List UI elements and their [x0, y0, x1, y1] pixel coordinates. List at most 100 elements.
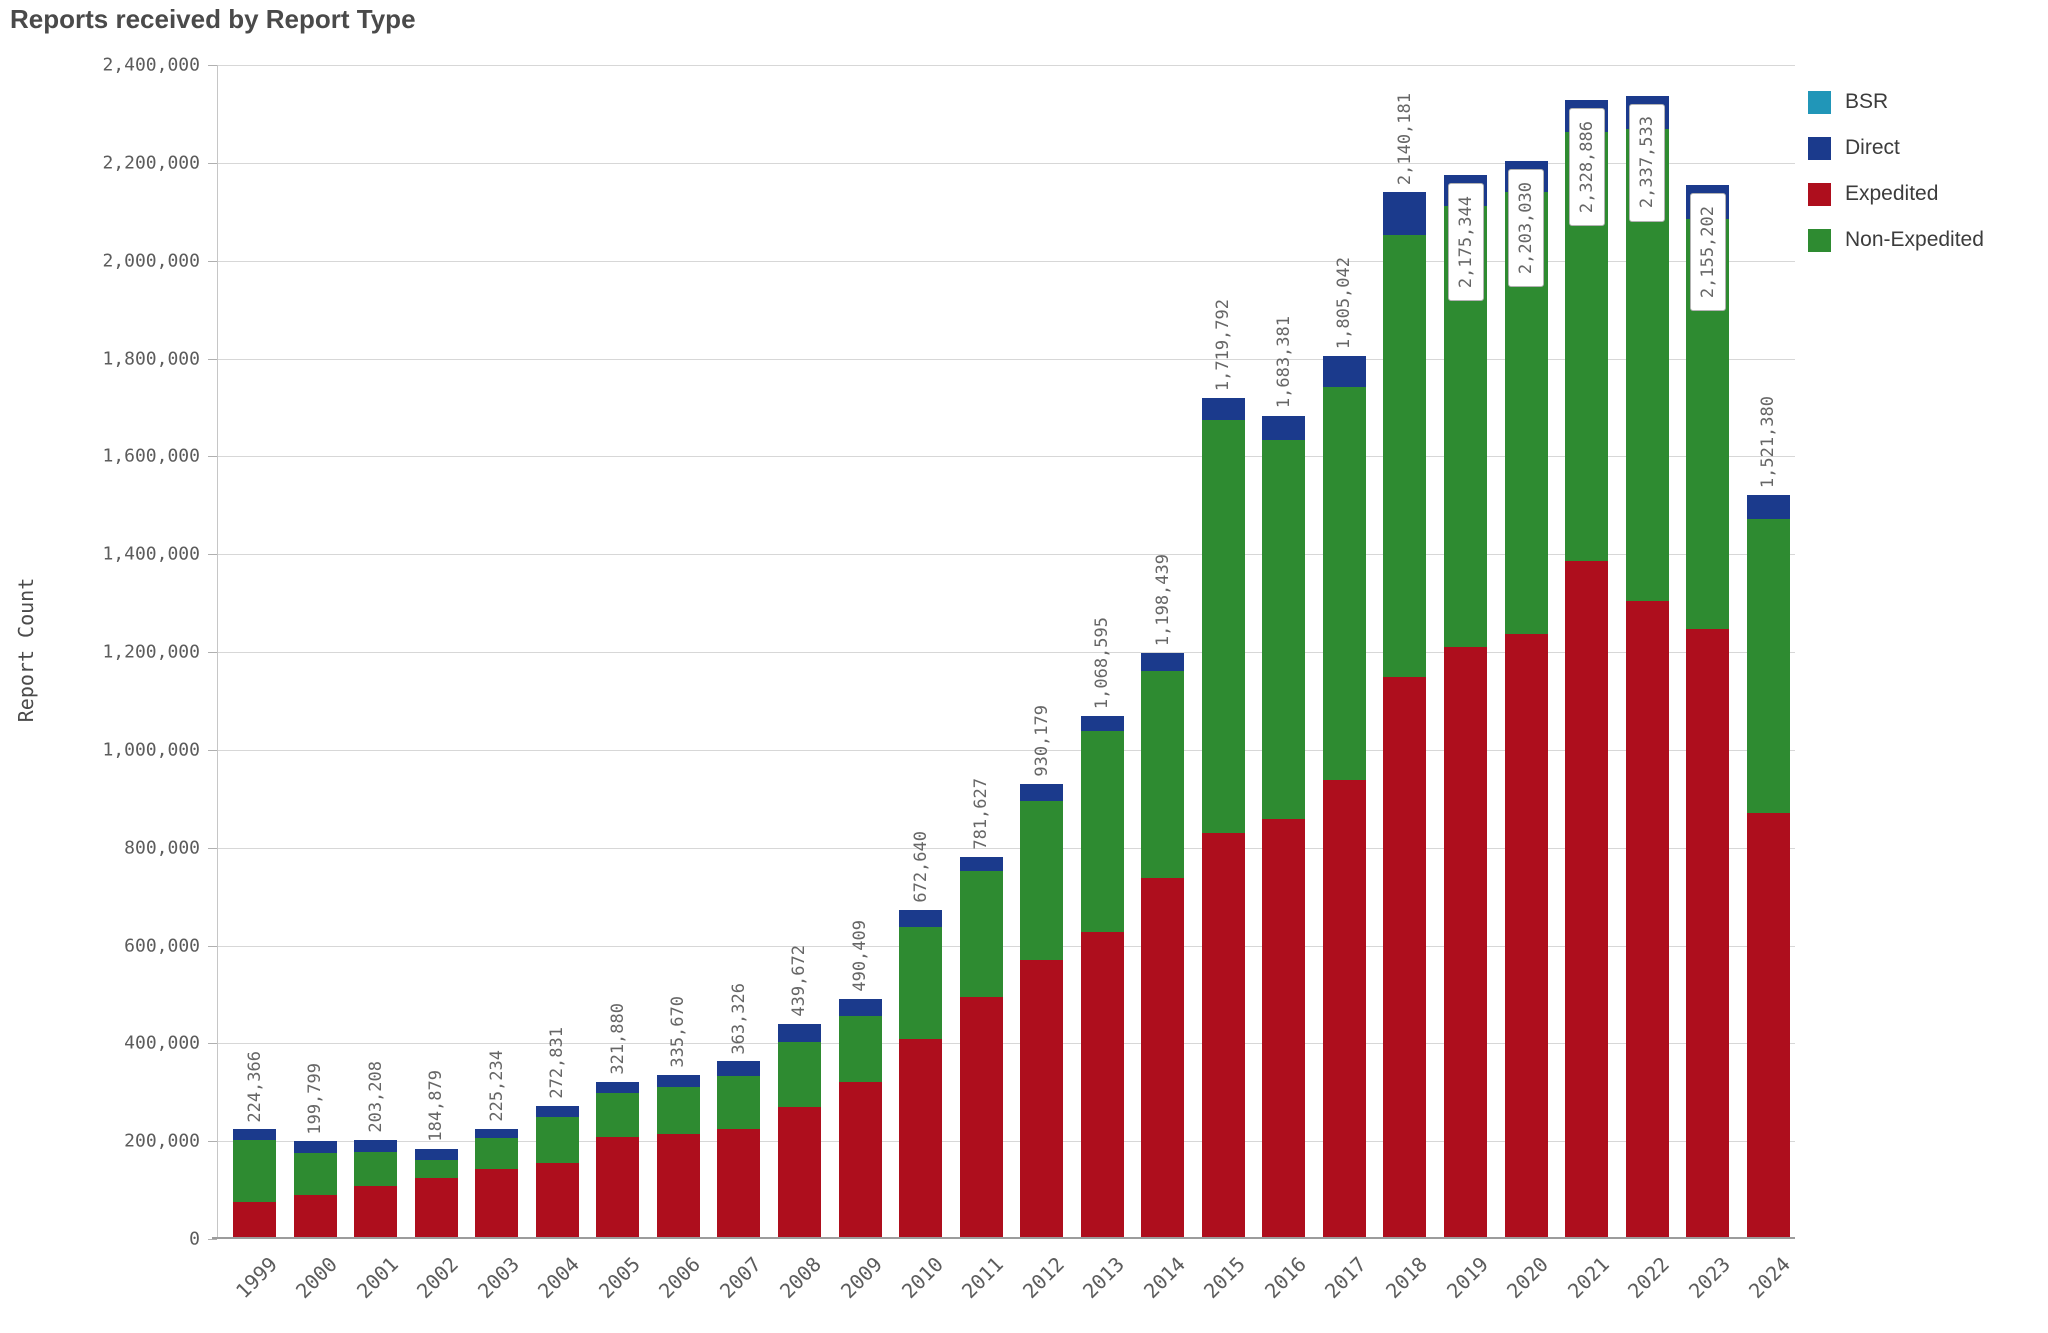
- bar-2014[interactable]: [1141, 652, 1185, 1239]
- bar-segment-non-expedited-2018[interactable]: [1383, 235, 1427, 677]
- bar-segment-expedited-2002[interactable]: [414, 1178, 458, 1239]
- legend-item-expedited[interactable]: Expedited: [1808, 182, 1984, 206]
- bar-segment-expedited-2010[interactable]: [899, 1039, 943, 1239]
- bar-segment-expedited-1999[interactable]: [233, 1202, 276, 1239]
- bar-segment-expedited-2022[interactable]: [1625, 600, 1669, 1239]
- bar-segment-direct-2002[interactable]: [414, 1148, 458, 1160]
- bar-2013[interactable]: [1080, 716, 1124, 1239]
- bar-segment-direct-2018[interactable]: [1383, 192, 1427, 236]
- bar-segment-non-expedited-2009[interactable]: [838, 1015, 882, 1082]
- bar-segment-expedited-2012[interactable]: [1020, 959, 1064, 1239]
- bar-segment-expedited-2014[interactable]: [1141, 878, 1185, 1239]
- bar-segment-expedited-2024[interactable]: [1746, 813, 1790, 1239]
- bar-segment-direct-2012[interactable]: [1020, 784, 1064, 801]
- bar-segment-direct-2024[interactable]: [1746, 494, 1790, 520]
- bar-segment-non-expedited-2000[interactable]: [293, 1153, 337, 1195]
- bar-2010[interactable]: [899, 909, 943, 1239]
- bar-segment-direct-2010[interactable]: [899, 909, 943, 927]
- legend-label: Expedited: [1845, 182, 1939, 205]
- bar-2020[interactable]: [1504, 161, 1548, 1239]
- bar-segment-non-expedited-2010[interactable]: [899, 926, 943, 1040]
- bar-segment-expedited-2000[interactable]: [293, 1194, 337, 1239]
- bar-2009[interactable]: [838, 999, 882, 1239]
- bar-segment-expedited-2005[interactable]: [596, 1137, 640, 1239]
- bar-segment-expedited-2004[interactable]: [535, 1162, 579, 1239]
- bar-segment-non-expedited-2003[interactable]: [475, 1138, 519, 1170]
- bar-2003[interactable]: [475, 1128, 519, 1239]
- bar-segment-non-expedited-2016[interactable]: [1262, 440, 1306, 819]
- bar-segment-direct-2003[interactable]: [475, 1128, 519, 1139]
- bar-segment-direct-2008[interactable]: [777, 1023, 821, 1043]
- bar-2023[interactable]: [1686, 184, 1730, 1239]
- bar-segment-non-expedited-2015[interactable]: [1201, 419, 1245, 833]
- bar-segment-direct-2009[interactable]: [838, 999, 882, 1016]
- bar-segment-expedited-2003[interactable]: [475, 1169, 519, 1239]
- bar-2018[interactable]: [1383, 192, 1427, 1239]
- bar-2006[interactable]: [656, 1074, 700, 1239]
- bar-2007[interactable]: [717, 1061, 761, 1239]
- bar-segment-non-expedited-2024[interactable]: [1746, 519, 1790, 814]
- bar-segment-non-expedited-2005[interactable]: [596, 1092, 640, 1138]
- bar-segment-expedited-2018[interactable]: [1383, 676, 1427, 1239]
- bar-segment-expedited-2015[interactable]: [1201, 833, 1245, 1239]
- legend-item-bsr[interactable]: BSR: [1808, 90, 1984, 114]
- bar-segment-non-expedited-2013[interactable]: [1080, 730, 1124, 932]
- bar-segment-non-expedited-2014[interactable]: [1141, 670, 1185, 878]
- bar-segment-non-expedited-2001[interactable]: [354, 1152, 398, 1186]
- bar-segment-expedited-2008[interactable]: [777, 1106, 821, 1239]
- bar-2022[interactable]: [1625, 95, 1669, 1239]
- bar-segment-expedited-2021[interactable]: [1565, 561, 1609, 1239]
- bar-2019[interactable]: [1444, 174, 1487, 1239]
- bar-segment-expedited-2020[interactable]: [1504, 633, 1548, 1239]
- bar-2004[interactable]: [535, 1105, 579, 1239]
- bar-segment-direct-2014[interactable]: [1141, 652, 1185, 671]
- legend-item-non-expedited[interactable]: Non-Expedited: [1808, 228, 1984, 252]
- bar-2017[interactable]: [1322, 356, 1366, 1239]
- bar-segment-expedited-2011[interactable]: [959, 996, 1003, 1239]
- bar-segment-expedited-2009[interactable]: [838, 1081, 882, 1239]
- bar-segment-direct-1999[interactable]: [233, 1129, 276, 1141]
- bar-segment-direct-2016[interactable]: [1262, 415, 1306, 441]
- bar-segment-direct-2001[interactable]: [354, 1139, 398, 1153]
- bar-2024[interactable]: [1746, 494, 1790, 1239]
- bar-2001[interactable]: [354, 1139, 398, 1239]
- bar-segment-non-expedited-2007[interactable]: [717, 1075, 761, 1129]
- bar-segment-direct-2011[interactable]: [959, 856, 1003, 871]
- bar-2015[interactable]: [1201, 397, 1245, 1239]
- bar-segment-direct-2004[interactable]: [535, 1105, 579, 1118]
- bar-segment-expedited-2023[interactable]: [1686, 628, 1730, 1239]
- bar-segment-expedited-2007[interactable]: [717, 1128, 761, 1239]
- bar-2008[interactable]: [777, 1023, 821, 1239]
- bar-segment-expedited-2017[interactable]: [1322, 779, 1366, 1239]
- bar-1999[interactable]: [233, 1129, 276, 1239]
- bar-segment-expedited-2016[interactable]: [1262, 818, 1306, 1239]
- bar-2000[interactable]: [293, 1141, 337, 1239]
- bar-segment-direct-2000[interactable]: [293, 1141, 337, 1154]
- bar-segment-expedited-2006[interactable]: [656, 1134, 700, 1239]
- bar-2011[interactable]: [959, 856, 1003, 1239]
- bar-segment-direct-2005[interactable]: [596, 1081, 640, 1093]
- bar-2012[interactable]: [1020, 784, 1064, 1239]
- bar-2002[interactable]: [414, 1148, 458, 1239]
- bar-segment-direct-2013[interactable]: [1080, 716, 1124, 731]
- bar-segment-direct-2007[interactable]: [717, 1061, 761, 1076]
- bar-segment-expedited-2013[interactable]: [1080, 931, 1124, 1239]
- bar-segment-expedited-2019[interactable]: [1444, 646, 1487, 1239]
- bar-segment-non-expedited-2008[interactable]: [777, 1042, 821, 1107]
- bar-segment-non-expedited-2012[interactable]: [1020, 800, 1064, 960]
- bar-segment-non-expedited-2011[interactable]: [959, 870, 1003, 997]
- bar-2005[interactable]: [596, 1081, 640, 1239]
- bar-segment-non-expedited-2004[interactable]: [535, 1117, 579, 1163]
- bar-segment-non-expedited-2002[interactable]: [414, 1159, 458, 1179]
- bar-segment-direct-2006[interactable]: [656, 1074, 700, 1088]
- bar-segment-expedited-2001[interactable]: [354, 1185, 398, 1239]
- bar-segment-non-expedited-1999[interactable]: [233, 1140, 276, 1203]
- bar-2016[interactable]: [1262, 415, 1306, 1239]
- legend-item-direct[interactable]: Direct: [1808, 136, 1984, 160]
- bar-segment-non-expedited-2017[interactable]: [1322, 387, 1366, 780]
- bar-segment-direct-2015[interactable]: [1201, 397, 1245, 420]
- bar-segment-non-expedited-2006[interactable]: [656, 1087, 700, 1135]
- bar-segment-direct-2017[interactable]: [1322, 356, 1366, 388]
- bar-2021[interactable]: [1565, 99, 1609, 1239]
- legend-swatch-bsr: [1808, 90, 1831, 114]
